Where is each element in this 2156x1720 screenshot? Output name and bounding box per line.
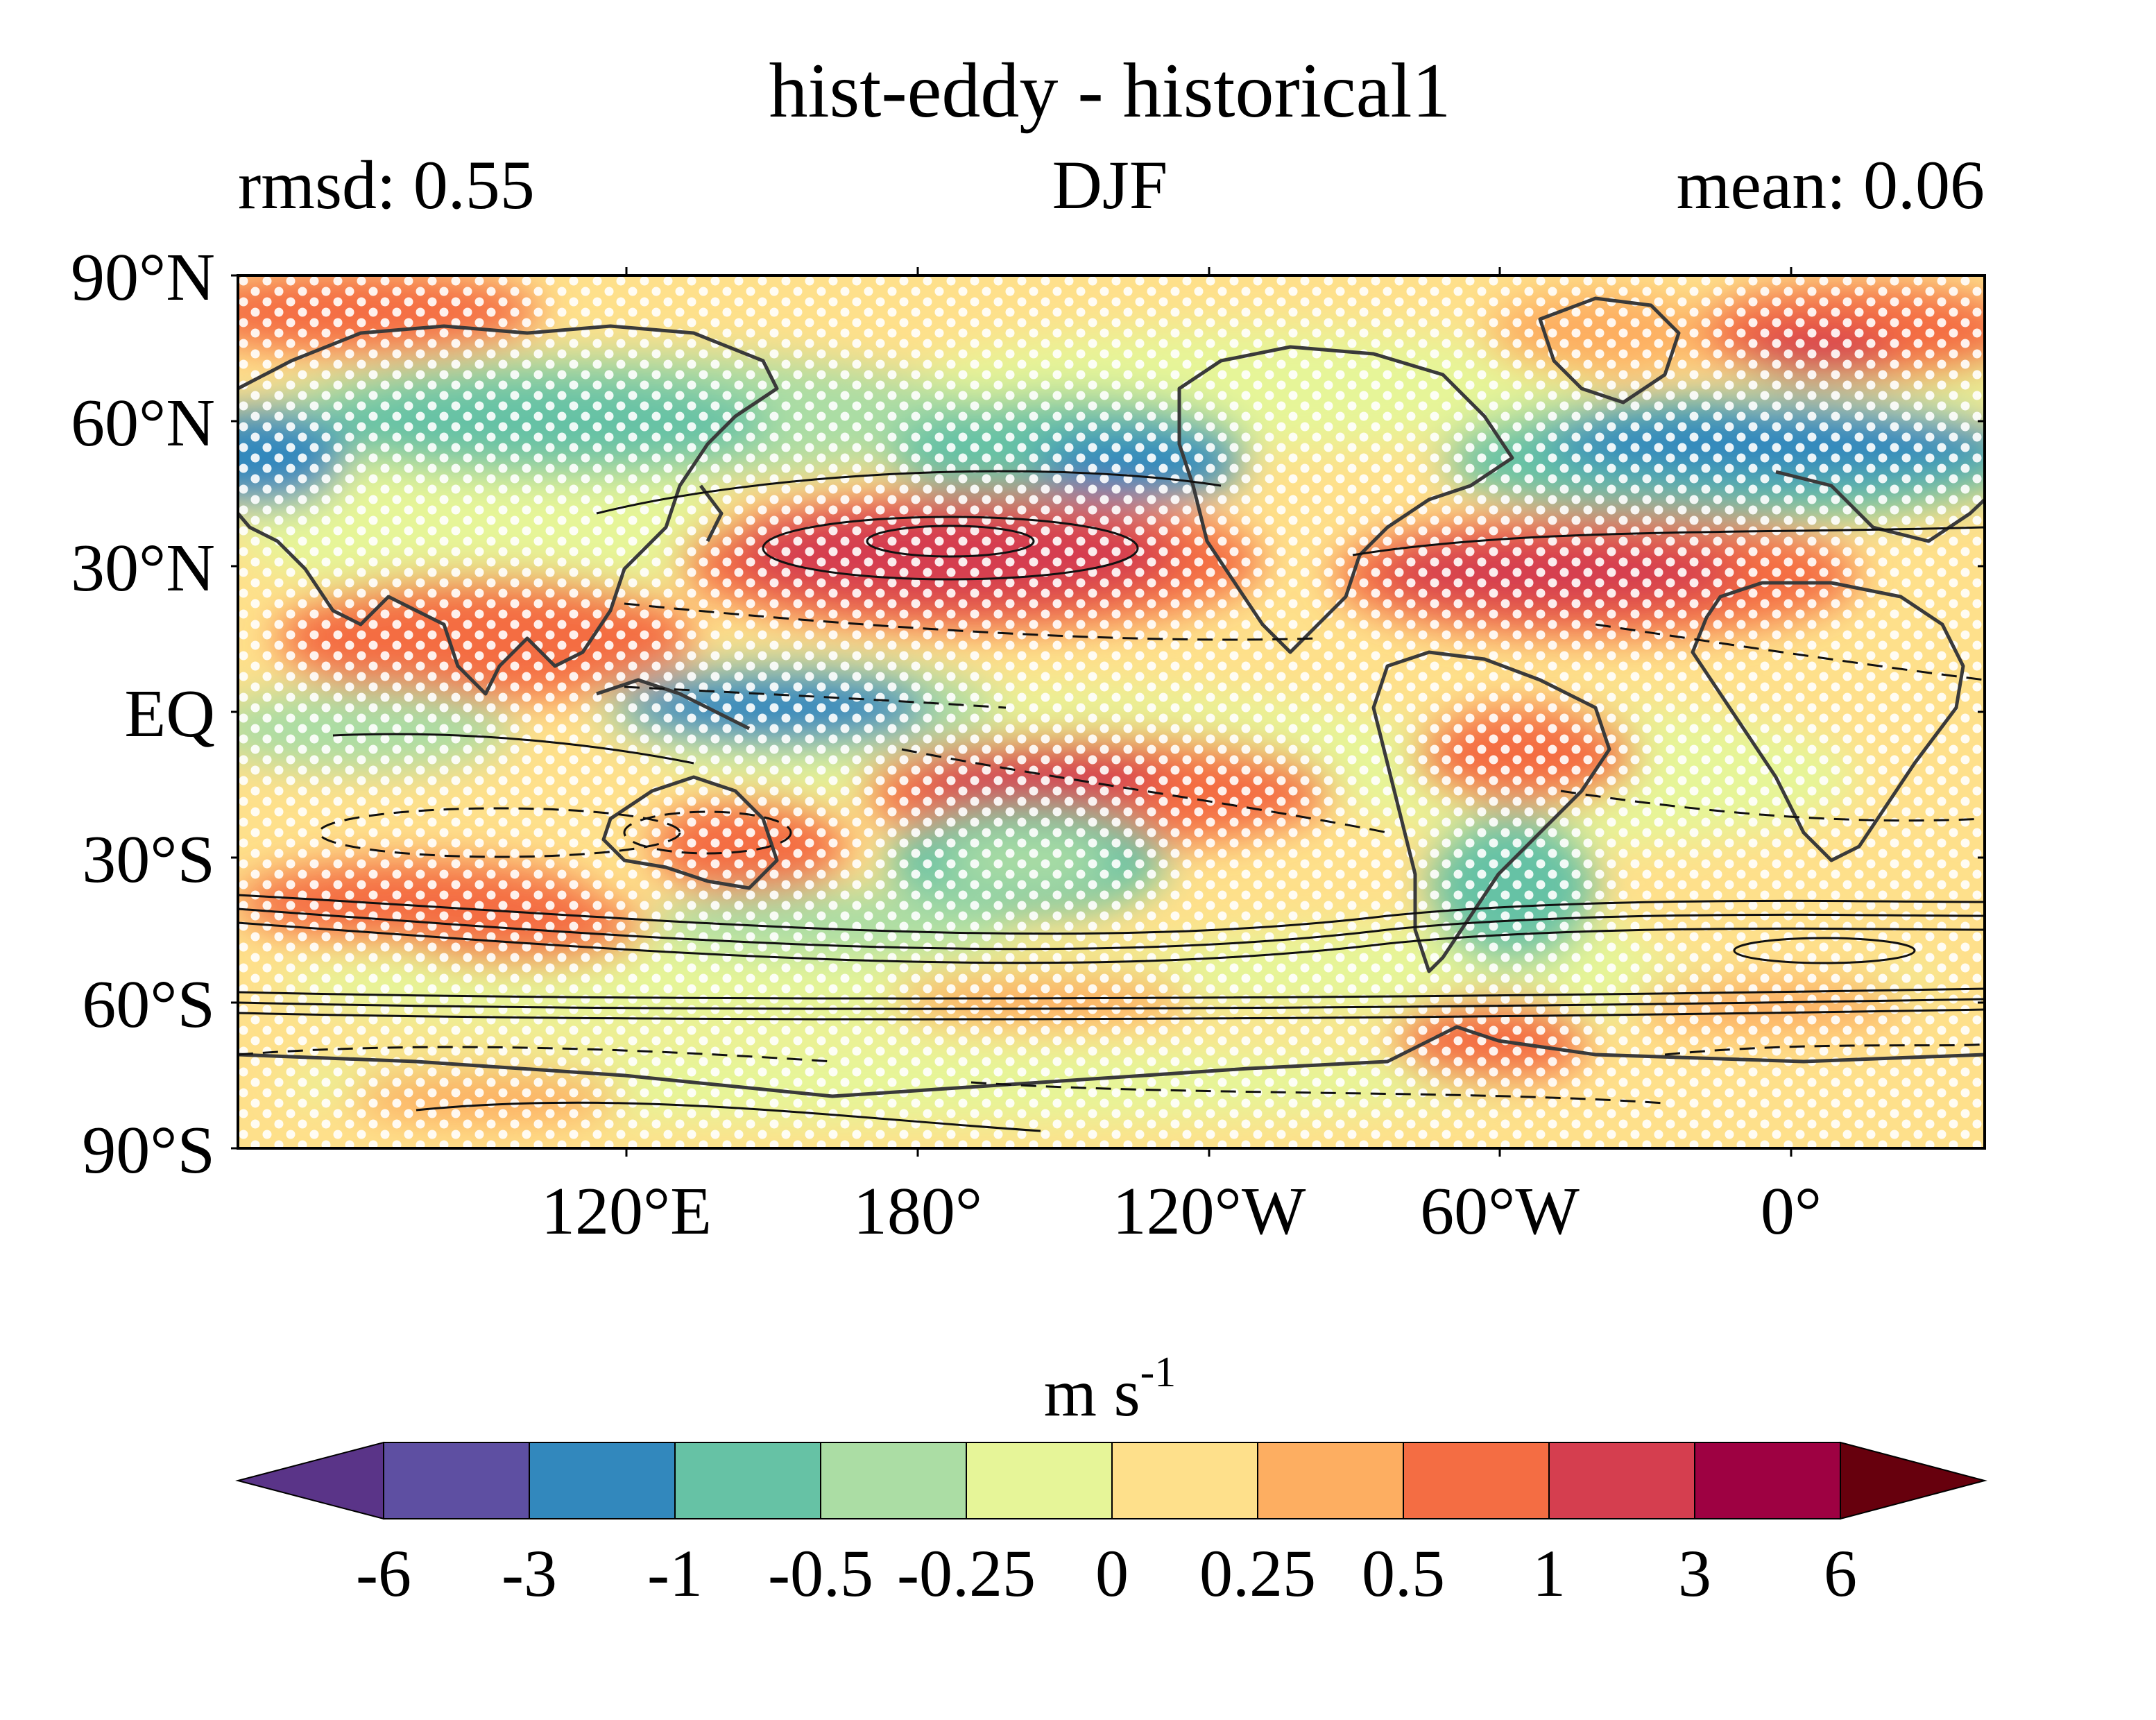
colorbar-bin: [1111, 1442, 1258, 1519]
colorbar-bin: [529, 1442, 676, 1519]
colorbar-tick-label: 0.25: [1199, 1536, 1316, 1610]
colorbar-tick-label: 0: [1095, 1536, 1129, 1610]
colorbar-tick-label: -0.5: [768, 1536, 873, 1610]
colorbar-tick-label: 0.5: [1362, 1536, 1445, 1610]
colorbar-bin: [1403, 1442, 1550, 1519]
subtitle-left: rmsd: 0.55: [238, 146, 535, 223]
colorbar-tick-label: 6: [1824, 1536, 1857, 1610]
subtitle-center: DJF: [1052, 146, 1168, 223]
colorbar-bin: [966, 1442, 1113, 1519]
lat-label: 90°S: [82, 1113, 215, 1188]
lat-label: 60°S: [82, 967, 215, 1042]
colorbar-tick-label: -6: [356, 1536, 411, 1610]
colorbar-tick-label: 3: [1678, 1536, 1711, 1610]
colorbar-bin: [674, 1442, 821, 1519]
colorbar-tick-label: -0.25: [897, 1536, 1036, 1610]
colorbar: m s-1 -6 -3 -1 -0.5 -0.25 0 0.25 0.5 1 3 6: [235, 1349, 1987, 1610]
colorbar-bin: [820, 1442, 967, 1519]
figure-title: hist-eddy - historical1: [769, 48, 1451, 134]
colorbar-bin: [1548, 1442, 1695, 1519]
colorbar-bins: [383, 1442, 1841, 1519]
lon-label: 180°: [853, 1174, 982, 1249]
lat-label: 30°N: [71, 531, 215, 606]
colorbar-bin: [1694, 1442, 1841, 1519]
colorbar-unit: m s-1: [1044, 1349, 1177, 1431]
subtitle-right: mean: 0.06: [1677, 146, 1985, 223]
colorbar-tick-label: -3: [502, 1536, 557, 1610]
lon-label: 120°W: [1113, 1174, 1306, 1249]
lat-axis: [231, 274, 1985, 1150]
colorbar-bin: [383, 1442, 530, 1519]
lat-label: 60°N: [71, 386, 215, 461]
colorbar-under-triangle: [235, 1441, 384, 1520]
lat-label: 90°N: [71, 240, 215, 315]
colorbar-bin: [1257, 1442, 1404, 1519]
lat-label: 30°S: [82, 822, 215, 897]
lat-label: EQ: [124, 676, 215, 751]
lon-label: 120°E: [541, 1174, 712, 1249]
map-field: [238, 275, 1985, 1148]
colorbar-tick-label: 1: [1532, 1536, 1566, 1610]
lon-label: 60°W: [1420, 1174, 1580, 1249]
lon-axis: [625, 267, 1793, 1157]
colorbar-over-triangle: [1840, 1441, 1987, 1520]
colorbar-tick-label: -1: [647, 1536, 703, 1610]
lon-label: 0°: [1761, 1174, 1822, 1249]
